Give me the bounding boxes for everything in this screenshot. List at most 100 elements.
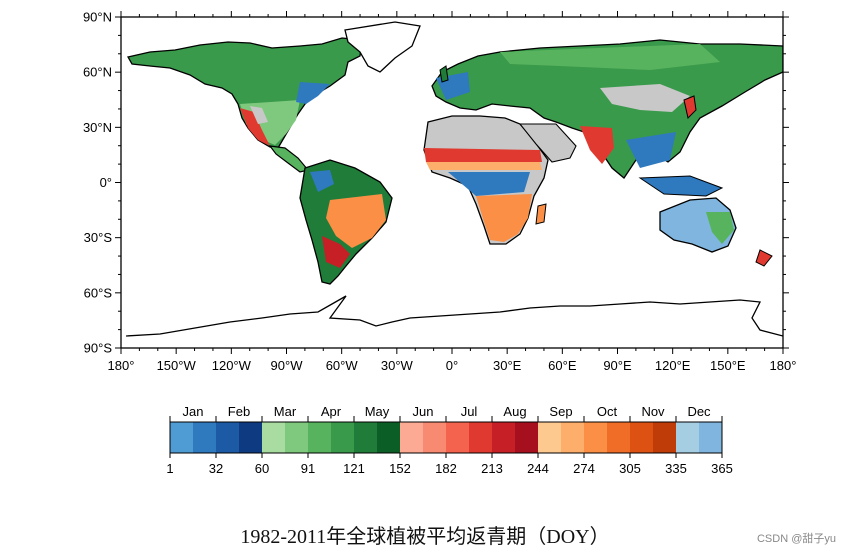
south-america-red [322,236,350,268]
lat-label: 60°N [83,65,112,80]
colorbar-cell [331,422,355,453]
lat-label: 30°S [84,230,113,245]
month-label: Nov [641,404,665,419]
asia-grey-desert [600,84,690,112]
month-label: Apr [321,404,342,419]
new-zealand [755,249,773,267]
colorbar-cell [469,422,493,453]
colorbar-cell [607,422,631,453]
month-label: May [365,404,390,419]
colorbar-tick-label: 91 [301,461,315,476]
colorbar-cell [400,422,424,453]
month-label: Jan [183,404,204,419]
colorbar-cell [170,422,194,453]
colorbar-cell [446,422,470,453]
colorbar-cell [584,422,608,453]
lon-label: 30°E [493,358,522,373]
antarctica-outline [125,295,783,337]
lat-label: 90°N [83,10,112,25]
colorbar-tick-label: 121 [343,461,365,476]
colorbar-cell [515,422,539,453]
month-label: Feb [228,404,250,419]
colorbar-cell [239,422,263,453]
longitude-axis: 180° 150°W 120°W 90°W 60°W 30°W 0° 30°E 60°E 90°E… [108,11,797,373]
colorbar-tick-label: 182 [435,461,457,476]
month-label: Jul [461,404,478,419]
greenland [344,21,421,73]
month-label: Aug [503,404,526,419]
japan [683,95,697,119]
north-america-east-blue [296,82,330,104]
lat-label: 90°S [84,341,113,356]
sahel-red-band [424,148,542,162]
colorbar-cell [699,422,723,453]
central-africa-blue [448,172,530,196]
colorbar-frame [169,421,723,454]
north-america-grey [250,106,268,124]
lon-label: 90°W [271,358,304,373]
lon-label: 180° [108,358,135,373]
colorbar-tick-label: 274 [573,461,595,476]
lon-label: 30°W [381,358,414,373]
colorbar-tick-label: 1 [166,461,173,476]
north-america-landmass [127,37,363,149]
colorbar-cell [377,422,401,453]
land-layer [125,21,783,337]
latitude-axis: 90°N 60°N 30°N 0° 30°S 60°S 90°S [83,10,789,356]
colorbar-tick-label: 365 [711,461,733,476]
lon-label: 180° [770,358,797,373]
month-label: Dec [687,404,711,419]
sahel-orange-band [426,162,542,170]
madagascar [535,203,547,225]
colorbar-cells [170,422,723,453]
north-america-west-red [240,108,270,146]
colorbar: 1 32 60 91 121 152 182 213 244 274 305 335 365 Jan Fe… [166,404,732,476]
colorbar-tick-label: 60 [255,461,269,476]
colorbar-cell [653,422,677,453]
figure-caption: 1982-2011年全球植被平均返青期（DOY） [240,526,610,548]
colorbar-tick-label: 335 [665,461,687,476]
map-panel [120,16,784,349]
colorbar-cell [676,422,700,453]
colorbar-cell [492,422,516,453]
month-label: Mar [274,404,297,419]
southeast-asia-blue [626,132,676,168]
colorbar-cell [285,422,309,453]
colorbar-tick-label: 213 [481,461,503,476]
month-label: Jun [413,404,434,419]
colorbar-month-labels: Jan Feb Mar Apr May Jun Jul Aug Sep Oct Nov Dec [169,404,723,422]
month-label: Sep [549,404,572,419]
eurasia-landmass [431,39,783,179]
australia-green-east [706,212,734,244]
lon-label: 60°E [548,358,577,373]
lon-label: 150°W [157,358,197,373]
lon-label: 150°E [710,358,746,373]
colorbar-cell [630,422,654,453]
asia-north-green [500,44,720,70]
colorbar-cell [538,422,562,453]
month-label: Oct [597,404,618,419]
colorbar-cell [193,422,217,453]
colorbar-ticks: 1 32 60 91 121 152 182 213 244 274 305 335 365 [166,453,733,476]
lon-label: 0° [446,358,458,373]
colorbar-cell [262,422,286,453]
colorbar-tick-label: 152 [389,461,411,476]
colorbar-tick-label: 305 [619,461,641,476]
colorbar-cell [216,422,240,453]
lat-label: 60°S [84,285,113,300]
india-red [580,126,614,164]
colorbar-cell [561,422,585,453]
colorbar-tick-label: 32 [209,461,223,476]
colorbar-tick-label: 244 [527,461,549,476]
lat-label: 0° [100,175,112,190]
colorbar-cell [308,422,332,453]
australia [659,197,737,253]
lon-label: 90°E [603,358,632,373]
colorbar-cell [354,422,378,453]
colorbar-cell [423,422,447,453]
south-america-orange [326,194,386,248]
watermark: CSDN @甜子yu [756,533,836,545]
british-isles [439,65,449,83]
southern-africa-orange [476,194,532,242]
